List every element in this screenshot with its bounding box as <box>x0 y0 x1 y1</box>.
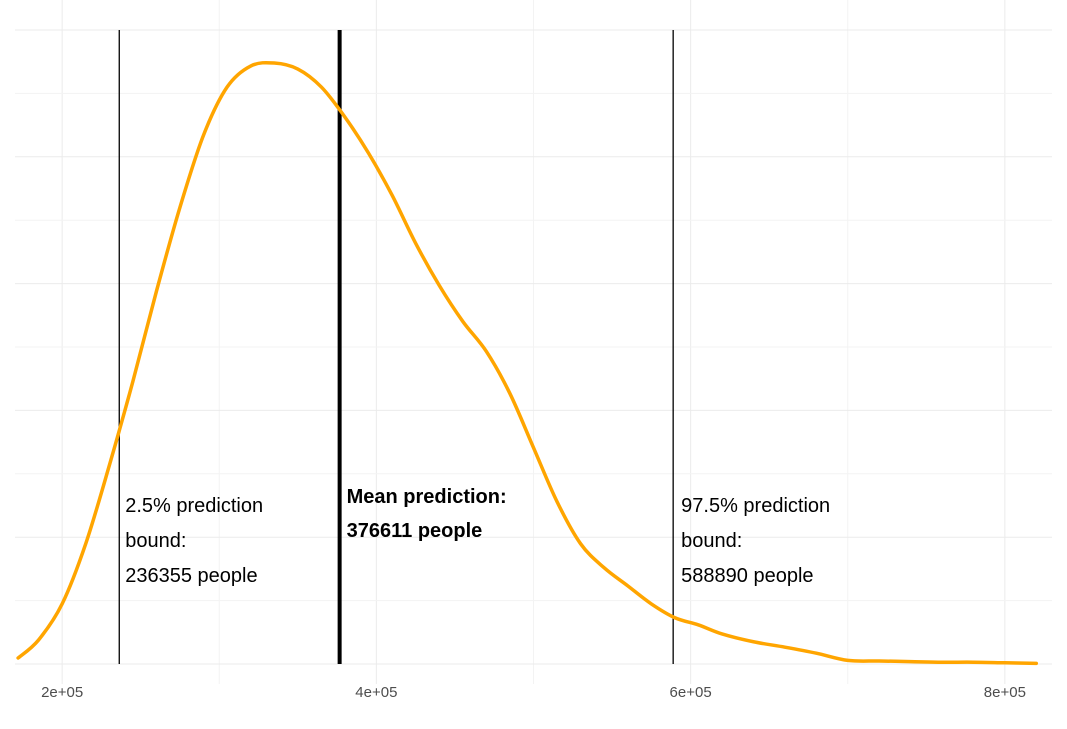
x-axis-ticks: 2e+05 4e+05 6e+05 8e+05 <box>41 684 1026 701</box>
grid <box>15 0 1052 684</box>
density-curve <box>16 60 1039 666</box>
annotation-line: 236355 people <box>125 565 257 587</box>
density-curve-group <box>16 60 1039 666</box>
x-tick-label: 6e+05 <box>670 684 712 701</box>
annotation-line: 2.5% prediction <box>125 495 263 517</box>
annotation-line: bound: <box>681 530 742 552</box>
annotation-line: 376611 people <box>347 520 483 542</box>
prediction-lines <box>118 30 674 664</box>
x-tick-label: 4e+05 <box>355 684 397 701</box>
mean-prediction-annotation: Mean prediction: 376611 people <box>347 486 507 542</box>
annotation-line: bound: <box>125 530 186 552</box>
annotation-line: 588890 people <box>681 565 813 587</box>
x-tick-label: 2e+05 <box>41 684 83 701</box>
annotation-line: Mean prediction: <box>347 486 507 508</box>
annotation-line: 97.5% prediction <box>681 495 830 517</box>
annotations: 2.5% prediction bound: 236355 people Mean p… <box>125 486 830 587</box>
x-tick-label: 8e+05 <box>984 684 1026 701</box>
upper-bound-annotation: 97.5% prediction bound: 588890 people <box>681 495 830 587</box>
lower-bound-annotation: 2.5% prediction bound: 236355 people <box>125 495 263 587</box>
